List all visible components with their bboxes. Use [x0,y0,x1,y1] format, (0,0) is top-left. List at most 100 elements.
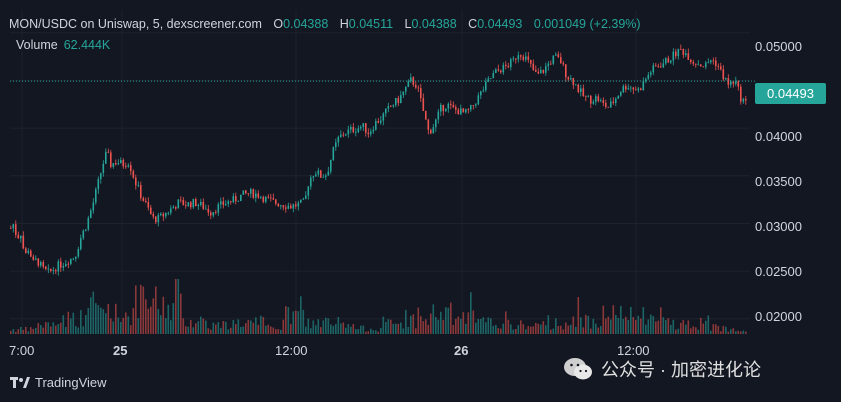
candle-body [412,77,415,85]
candle-body [270,197,272,199]
volume-bar [202,318,205,334]
candle-body [475,104,477,106]
candle-body [245,190,247,194]
candle-body [90,210,92,218]
x-tick-label: 7:00 [9,343,35,358]
volume-bar [30,327,32,334]
volume-bar [672,319,675,334]
candle-body [642,81,645,90]
candle-body [405,86,407,92]
volume-bar [492,325,495,334]
candle-body [177,199,180,209]
candle-body [80,238,82,250]
candle-body [317,170,320,175]
candle-body [275,199,277,204]
volume-bar [642,307,645,334]
volume-bar [22,329,25,334]
candle-body [652,65,655,73]
volume-bar [345,327,347,334]
candle-body [600,100,602,102]
candle-body [685,53,687,55]
volume-bar [100,307,102,334]
volume-bar [125,312,127,334]
candle-body [705,62,707,67]
volume-bar [20,326,22,334]
candle-body [372,129,375,132]
volume-bar [310,328,312,334]
candle-body [390,106,392,107]
candle-body [417,87,420,89]
candle-body [237,201,240,202]
candle-body [215,212,217,213]
volume-label: Volume [16,38,58,52]
candle-body [20,235,22,239]
volume-bar [630,306,632,334]
candle-body [452,104,455,108]
volume-bar [165,318,167,334]
candle-body [550,63,552,65]
candle-body [180,199,182,201]
volume-bar [265,325,267,334]
volume-bar [725,326,727,334]
volume-bar [577,296,580,334]
volume-bar [252,322,255,334]
volume-bar [320,327,322,334]
volume-bar [170,320,172,334]
candle-body [107,151,110,153]
candle-body [152,214,155,217]
volume-bar [360,325,362,334]
candle-body [197,204,200,206]
candle-body [510,59,512,68]
candle-body [167,212,170,214]
candle-body [595,96,597,102]
x-tick-label: 12:00 [275,343,308,358]
volume-bar [547,315,550,334]
volume-bar [552,328,555,334]
volume-bar [260,315,262,334]
volume-bar [742,330,745,334]
volume-bar [390,319,392,334]
volume-bar [620,305,622,334]
candle-body [610,101,612,108]
volume-bar [387,319,390,334]
volume-bar [70,318,72,334]
volume-bar [507,319,510,334]
candle-body [222,201,225,206]
candle-body [62,266,65,268]
volume-bar [445,307,447,334]
volume-bar [435,316,437,334]
volume-bar [375,330,377,334]
volume-bar [407,326,410,334]
close-label: C [468,17,478,31]
volume-bar [362,325,365,334]
volume-bar [497,328,500,334]
volume-bar [502,323,505,334]
volume-bar [325,317,327,334]
candle-body [370,131,372,135]
candle-body [397,97,400,103]
volume-bar [692,326,695,334]
volume-bar [602,305,605,334]
y-tick-label: 0.02500 [755,264,802,279]
candle-body [327,171,330,176]
candle-body [737,81,740,87]
candle-body [257,193,260,198]
candle-body [455,107,457,110]
tradingview-branding[interactable]: TradingView [10,375,107,390]
candle-body [87,217,90,230]
candle-body [395,97,397,106]
volume-bar [465,323,467,334]
candle-body [155,216,157,223]
candle-body [182,199,185,206]
volume-bar [635,320,637,334]
volume-bar [152,298,155,334]
volume-bar [427,324,430,334]
volume-bar [665,320,667,334]
volume-bar [422,321,425,334]
volume-legend: Volume 62.444K [16,38,110,52]
candle-body [557,54,560,58]
volume-bar [52,322,55,334]
candle-body [462,108,465,113]
volume-bar [272,327,275,334]
volume-bar [115,303,117,334]
